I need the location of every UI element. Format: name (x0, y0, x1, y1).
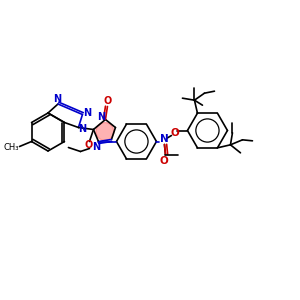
Text: O: O (103, 97, 112, 106)
Text: N: N (92, 142, 101, 152)
Text: N: N (160, 134, 169, 145)
Text: N: N (53, 94, 61, 104)
Text: O: O (84, 140, 93, 151)
Text: N: N (83, 107, 92, 118)
Text: N: N (78, 124, 86, 134)
Circle shape (96, 122, 114, 140)
Text: O: O (170, 128, 179, 137)
Text: CH₃: CH₃ (4, 143, 19, 152)
Text: N: N (98, 112, 106, 122)
Text: O: O (159, 155, 168, 166)
